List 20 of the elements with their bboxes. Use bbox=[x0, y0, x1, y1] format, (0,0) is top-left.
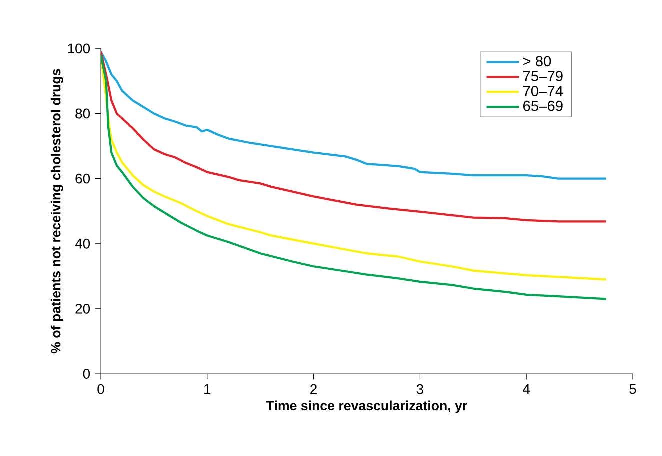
legend-label: > 80 bbox=[523, 56, 552, 67]
line-series bbox=[101, 50, 608, 223]
y-tick-label: 60 bbox=[76, 174, 90, 184]
x-tick-label: 3 bbox=[416, 384, 424, 394]
y-tick-label: 40 bbox=[75, 238, 90, 249]
x-tick-label: 4 bbox=[523, 384, 530, 394]
y-tick-label: 100 bbox=[68, 44, 90, 54]
y-tick-label: 20 bbox=[76, 304, 90, 314]
legend-label: 70–74 bbox=[524, 86, 564, 96]
y-tick-label: 80 bbox=[76, 108, 90, 119]
y-axis-title: % of patients not receiving cholesterol drugs bbox=[50, 69, 64, 354]
x-tick-label: 2 bbox=[310, 384, 317, 394]
x-tick-label: 1 bbox=[204, 384, 211, 394]
y-tick-label: 0 bbox=[83, 369, 90, 379]
line-series bbox=[101, 50, 608, 180]
x-axis-title: Time since revascularization, yr bbox=[266, 400, 468, 414]
x-tick-label: 5 bbox=[630, 384, 636, 394]
legend-label: 65–69 bbox=[524, 100, 563, 112]
legend-label: 75–79 bbox=[524, 71, 563, 82]
x-tick-label: 0 bbox=[98, 384, 104, 394]
